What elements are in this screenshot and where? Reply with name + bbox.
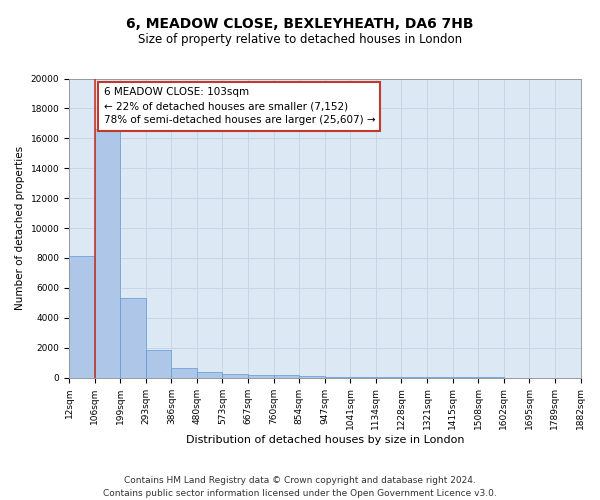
Bar — [120, 298, 146, 378]
X-axis label: Distribution of detached houses by size in London: Distribution of detached houses by size … — [185, 435, 464, 445]
Text: 6 MEADOW CLOSE: 103sqm
← 22% of detached houses are smaller (7,152)
78% of semi-: 6 MEADOW CLOSE: 103sqm ← 22% of detached… — [104, 88, 375, 126]
Bar — [197, 372, 223, 378]
Bar — [274, 376, 299, 378]
Text: Contains HM Land Registry data © Crown copyright and database right 2024.
Contai: Contains HM Land Registry data © Crown c… — [103, 476, 497, 498]
Bar — [69, 256, 95, 378]
Text: Size of property relative to detached houses in London: Size of property relative to detached ho… — [138, 32, 462, 46]
Bar — [223, 374, 248, 378]
Y-axis label: Number of detached properties: Number of detached properties — [15, 146, 25, 310]
Bar — [299, 376, 325, 378]
Bar — [248, 374, 274, 378]
Bar — [350, 377, 376, 378]
Bar — [146, 350, 172, 378]
Bar — [95, 130, 120, 378]
Bar — [325, 376, 350, 378]
Text: 6, MEADOW CLOSE, BEXLEYHEATH, DA6 7HB: 6, MEADOW CLOSE, BEXLEYHEATH, DA6 7HB — [126, 18, 474, 32]
Bar — [172, 368, 197, 378]
